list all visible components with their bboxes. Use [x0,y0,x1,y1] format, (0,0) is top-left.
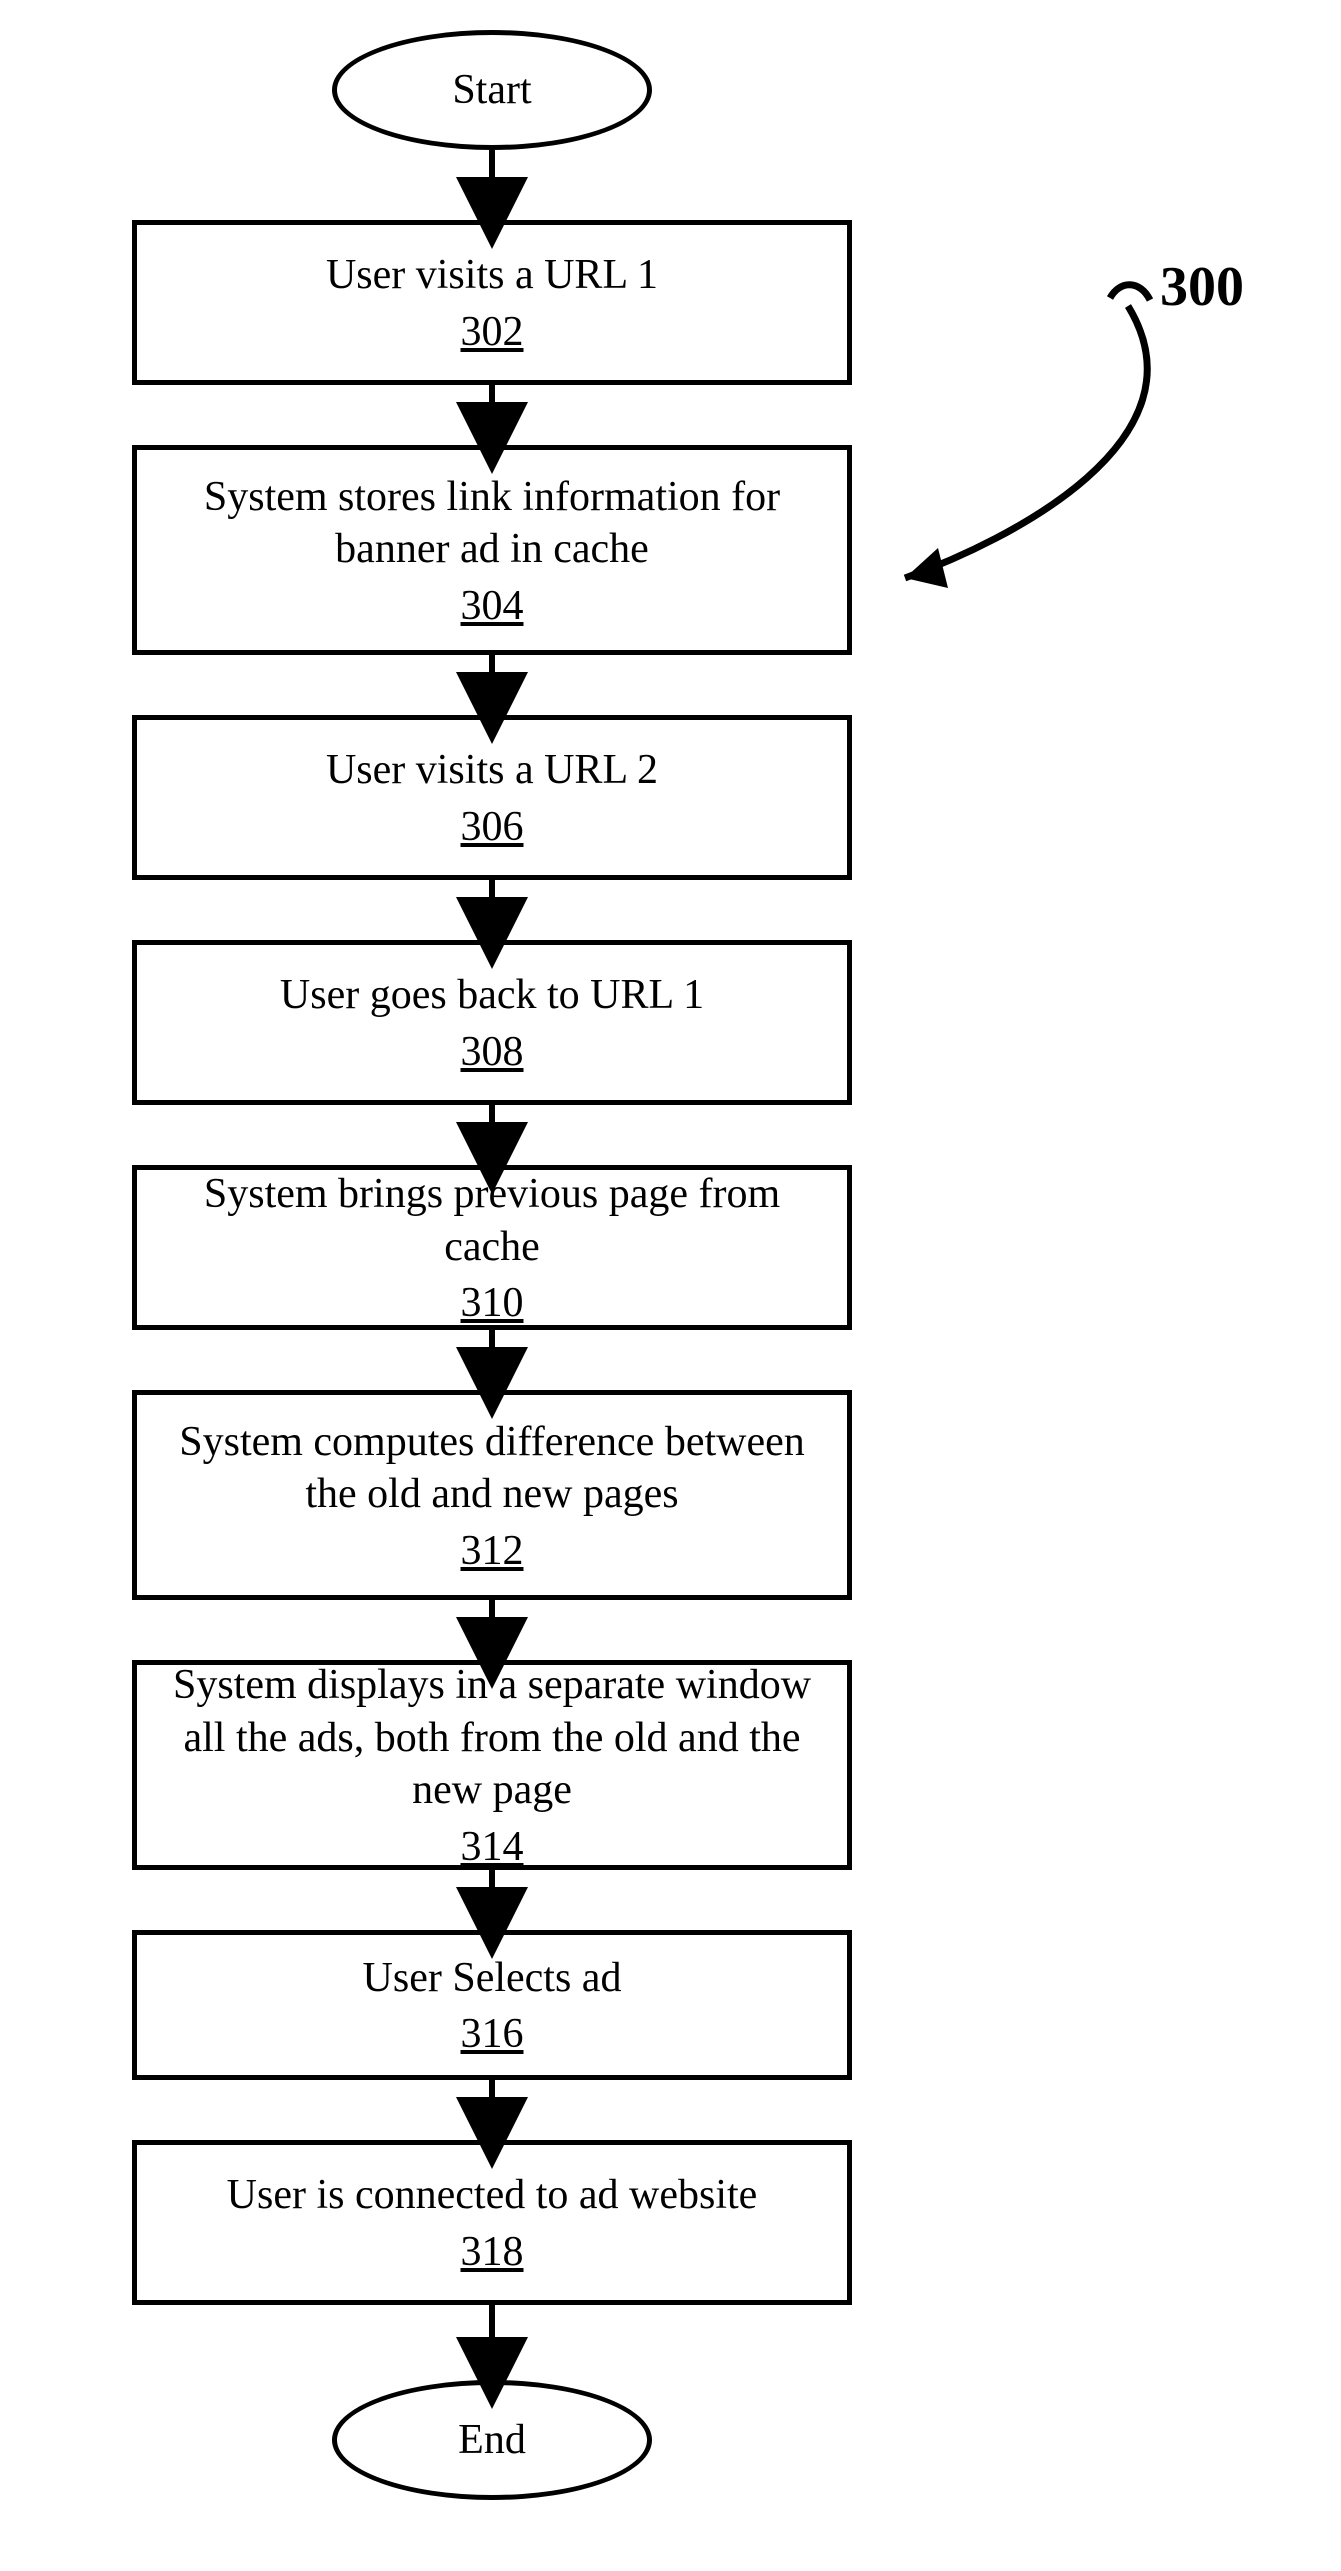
process-308-text: User goes back to URL 1 [280,969,704,1022]
terminator-end: End [332,2380,652,2500]
process-310: System brings previous page from cache 3… [132,1165,852,1330]
process-306: User visits a URL 2 306 [132,715,852,880]
process-302: User visits a URL 1 302 [132,220,852,385]
process-308-ref: 308 [461,1028,524,1076]
figure-number-label: 300 [1160,255,1244,319]
callout-curve [905,306,1147,578]
process-318-text: User is connected to ad website [227,2169,758,2222]
process-306-text: User visits a URL 2 [326,744,658,797]
process-306-ref: 306 [461,803,524,851]
terminator-start: Start [332,30,652,150]
process-312: System computes difference between the o… [132,1390,852,1600]
process-312-text: System computes difference between the o… [151,1416,833,1521]
process-314: System displays in a separate window all… [132,1660,852,1870]
process-316-ref: 316 [461,2010,524,2058]
process-318-ref: 318 [461,2228,524,2276]
process-310-ref: 310 [461,1279,524,1327]
process-314-ref: 314 [461,1823,524,1871]
callout-tick [1110,285,1150,300]
process-312-ref: 312 [461,1527,524,1575]
process-316: User Selects ad 316 [132,1930,852,2080]
process-310-text: System brings previous page from cache [151,1168,833,1273]
flowchart-canvas: Start User visits a URL 1 302 System sto… [0,0,1341,2571]
process-302-text: User visits a URL 1 [326,249,658,302]
process-302-ref: 302 [461,308,524,356]
process-314-text: System displays in a separate window all… [151,1659,833,1817]
process-318: User is connected to ad website 318 [132,2140,852,2305]
callout-arrowhead [905,548,948,588]
process-316-text: User Selects ad [363,1952,622,2005]
terminator-end-label: End [458,2416,526,2464]
process-304: System stores link information for banne… [132,445,852,655]
process-308: User goes back to URL 1 308 [132,940,852,1105]
process-304-text: System stores link information for banne… [151,471,833,576]
terminator-start-label: Start [452,66,531,114]
process-304-ref: 304 [461,582,524,630]
